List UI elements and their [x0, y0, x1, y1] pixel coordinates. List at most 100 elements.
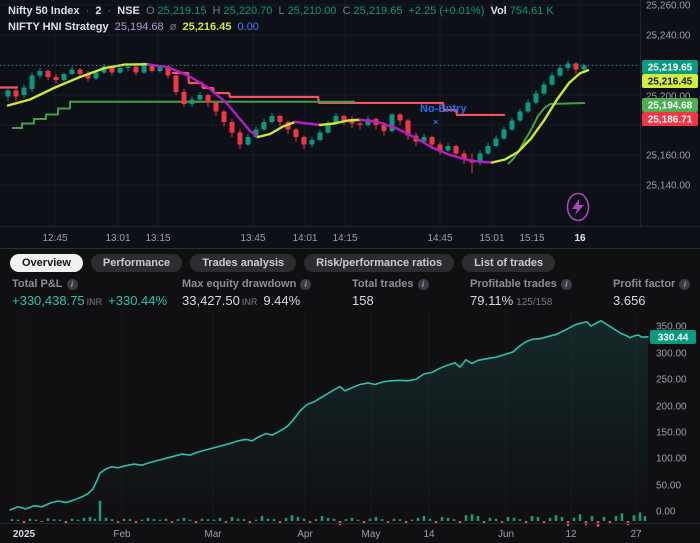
equity-scale-label: 150.00	[656, 428, 687, 439]
equity-scale-label: 300.00	[656, 349, 687, 360]
info-icon[interactable]: i	[66, 278, 78, 290]
price-scale-label: 25,260.00	[646, 1, 691, 12]
price-chart-svg[interactable]: 25,260.00 25,240.00 25,200.00 25,160.00 25,1…	[0, 0, 700, 248]
average-symbol: ø	[169, 21, 177, 33]
stat-profitable-trades: Profitable trades i 79.11% 125/158	[470, 278, 613, 308]
equity-curve-line	[9, 319, 649, 511]
stat-value: +330,438.75	[12, 293, 85, 308]
equity-time-axis-label: 14	[423, 529, 435, 540]
price-badge: 25,186.71	[648, 115, 693, 126]
time-axis-label: 14:45	[427, 233, 452, 244]
tester-stats-row: Total P&L i +330,438.75 INR +330.44% Max equi…	[0, 278, 700, 308]
no-entry-label: No-Entry	[420, 103, 467, 115]
stat-label: Profitable trades	[470, 278, 557, 290]
stat-label: Max equity drawdown	[182, 278, 297, 290]
price-scale[interactable]: 25,260.00 25,240.00 25,200.00 25,160.00 25,1…	[642, 1, 698, 192]
high-value: 25,220.70	[223, 5, 273, 17]
price-badge: 25,219.65	[648, 63, 693, 74]
volume-value: 754.61 K	[509, 5, 554, 17]
time-axis-label: 14:15	[332, 233, 357, 244]
stat-total-trades: Total trades i 158	[352, 278, 470, 308]
tab-risk-performance-ratios[interactable]: Risk/performance ratios	[304, 254, 455, 272]
stat-max-equity-drawdown: Max equity drawdown i 33,427.50 INR 9.44%	[182, 278, 352, 308]
time-axis-label: 13:15	[145, 233, 170, 244]
time-axis-label: 16	[574, 233, 586, 244]
info-icon[interactable]: i	[300, 278, 312, 290]
stat-value: 3.656	[613, 293, 646, 308]
equity-scale-label: 250.00	[656, 375, 687, 386]
equity-time-axis-label: May	[362, 529, 381, 540]
time-axis[interactable]: 12:45 13:01 13:15 13:45 14:01 14:15 14:45 15:01…	[42, 233, 586, 244]
time-axis-label: 13:01	[105, 233, 130, 244]
tester-tabs: Overview Performance Trades analysis Risk/p…	[0, 249, 700, 276]
stat-value: 33,427.50	[182, 293, 240, 308]
price-badge: 25,216.45	[648, 77, 693, 88]
tab-list-of-trades[interactable]: List of trades	[462, 254, 556, 272]
info-icon[interactable]: i	[417, 278, 429, 290]
stat-sub-value: +330.44%	[108, 293, 168, 308]
change-value: +2.25 (+0.01%)	[408, 5, 485, 17]
stat-value: 158	[352, 293, 374, 308]
chart-legend: Nifty 50 Index · 2 · NSE O 25,219.15 H 25,…	[8, 4, 557, 36]
equity-time-axis-label: Jun	[498, 529, 514, 540]
equity-time-axis-label: 12	[565, 529, 577, 540]
equity-price-scale[interactable]: 350.00 300.00 250.00 200.00 150.00 100.00 50.0…	[650, 322, 696, 518]
open-value: 25,219.15	[157, 5, 207, 17]
time-axis-label: 13:45	[240, 233, 265, 244]
equity-time-axis-label: Mar	[204, 529, 222, 540]
equity-value-badge: 330.44	[658, 333, 689, 344]
equity-scale-label: 100.00	[656, 454, 687, 465]
close-value: 25,219.65	[353, 5, 403, 17]
flash-lightning-icon[interactable]	[566, 192, 590, 222]
stat-sub-value: 9.44%	[263, 293, 301, 308]
equity-scale-label: 50.00	[656, 481, 681, 492]
info-icon[interactable]: i	[560, 278, 572, 290]
strategy-value-2: 25,216.45	[182, 21, 232, 33]
info-icon[interactable]: i	[679, 278, 691, 290]
equity-time-axis-label: 2025	[13, 529, 36, 540]
tab-trades-analysis[interactable]: Trades analysis	[190, 254, 297, 272]
tab-overview[interactable]: Overview	[10, 254, 83, 272]
price-scale-label: 25,240.00	[646, 31, 691, 42]
strategy-value-3: 0.00	[237, 21, 259, 33]
stat-sub-value: 125/158	[516, 297, 553, 308]
equity-chart-svg[interactable]: 350.00 300.00 250.00 200.00 150.00 100.00 50.0…	[0, 311, 700, 543]
stat-label: Total trades	[352, 278, 414, 290]
strategy-legend-row[interactable]: NIFTY HNI Strategy 25,194.68 ø 25,216.45…	[8, 20, 557, 36]
strategy-name: NIFTY HNI Strategy	[8, 21, 109, 33]
stat-label: Profit factor	[613, 278, 676, 290]
band-lines	[0, 71, 586, 165]
time-axis-label: 15:01	[479, 233, 504, 244]
moving-average-line	[6, 63, 590, 164]
stat-label: Total P&L	[12, 278, 63, 290]
equity-time-axis-label: Apr	[297, 529, 313, 540]
currency-unit: INR	[86, 297, 103, 307]
stat-total-p-l: Total P&L i +330,438.75 INR +330.44%	[12, 278, 182, 308]
currency-unit: INR	[241, 297, 258, 307]
tab-performance[interactable]: Performance	[90, 254, 183, 272]
equity-scale-label: 0.00	[656, 507, 676, 518]
equity-scale-label: 350.00	[656, 322, 687, 333]
price-badge: 25,194.68	[648, 101, 693, 112]
equity-time-axis[interactable]: 2025 Feb Mar Apr May 14 Jun 12 27	[13, 529, 642, 540]
equity-time-axis-label: 27	[630, 529, 642, 540]
price-chart-panel: 25,260.00 25,240.00 25,200.00 25,160.00 25,1…	[0, 0, 700, 248]
time-axis-label: 12:45	[42, 233, 67, 244]
stat-value: 79.11%	[470, 293, 514, 308]
interval: 2	[95, 5, 102, 17]
strategy-value-1: 25,194.68	[114, 21, 164, 33]
equity-scale-label: 200.00	[656, 402, 687, 413]
no-entry-marker-icon: ×	[433, 117, 439, 127]
equity-area-fill	[10, 320, 648, 511]
time-axis-label: 14:01	[292, 233, 317, 244]
equity-time-axis-label: Feb	[113, 529, 131, 540]
price-scale-label: 25,140.00	[646, 181, 691, 192]
strategy-tester-panel: Overview Performance Trades analysis Risk/p…	[0, 248, 700, 543]
exchange: NSE	[117, 5, 140, 17]
symbol-legend-row[interactable]: Nifty 50 Index · 2 · NSE O 25,219.15 H 25,…	[8, 5, 554, 17]
candles	[5, 60, 587, 173]
low-value: 25,210.00	[287, 5, 337, 17]
axis-borders	[0, 0, 700, 227]
time-axis-label: 15:15	[519, 233, 544, 244]
